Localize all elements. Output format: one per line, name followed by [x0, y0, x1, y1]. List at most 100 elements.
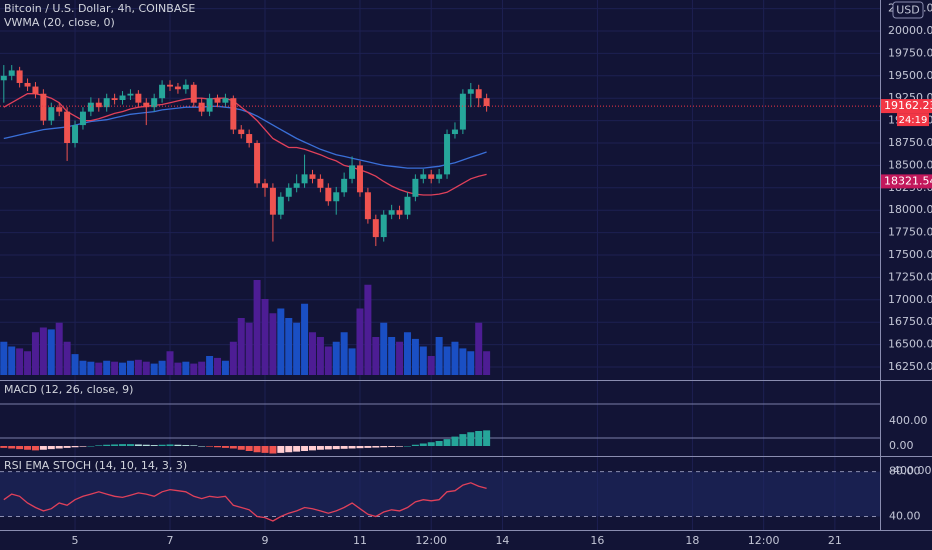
candle-body	[0, 75, 7, 81]
candle-body	[230, 98, 237, 130]
candle-body	[64, 111, 71, 144]
x-tick-label: 16	[590, 534, 604, 547]
x-tick-label: 5	[72, 534, 79, 547]
candle-body	[95, 102, 102, 108]
macd-histogram-bar	[443, 439, 451, 446]
macd-histogram-bar	[229, 446, 237, 449]
volume-bar	[427, 356, 435, 375]
volume-bar	[190, 363, 198, 375]
price-tag	[881, 174, 932, 189]
macd-title: MACD (12, 26, close, 9)	[4, 383, 133, 396]
candle-body	[356, 165, 363, 193]
volume-bar	[237, 318, 245, 375]
macd-histogram-bar	[261, 446, 269, 453]
volume-bar	[166, 351, 174, 375]
volume-bar	[47, 329, 55, 375]
volume-bar	[483, 351, 491, 375]
macd-histogram-bar	[87, 446, 95, 447]
macd-histogram-bar	[419, 443, 427, 446]
candle-body	[269, 187, 276, 215]
volume-bar	[214, 357, 222, 375]
y-tick-label: 19750.00	[888, 46, 932, 59]
macd-histogram-bar	[316, 446, 324, 450]
macd-histogram-bar	[63, 446, 71, 448]
y-tick-label: -400.00	[889, 464, 931, 477]
macd-histogram-bar	[174, 444, 182, 446]
candle-body	[444, 134, 451, 175]
macd-histogram-bar	[0, 446, 8, 448]
macd-histogram-bar	[324, 446, 332, 450]
candle-body	[349, 165, 356, 179]
candle-body	[238, 129, 245, 135]
volume-bar	[63, 341, 71, 375]
x-tick-label: 18	[685, 534, 699, 547]
candle-body	[428, 174, 435, 179]
x-tick-label: 21	[828, 534, 842, 547]
volume-bar	[293, 322, 301, 375]
macd-histogram-bar	[435, 441, 443, 446]
macd-histogram-bar	[285, 446, 293, 453]
candle-body	[135, 93, 142, 103]
macd-histogram-bar	[206, 446, 214, 447]
candle-body	[341, 178, 348, 193]
volume-bar	[261, 299, 269, 375]
volume-bar	[16, 348, 24, 375]
volume-bar	[419, 346, 427, 375]
macd-histogram-bar	[71, 446, 79, 448]
marks	[0, 65, 880, 522]
volume-bar	[308, 332, 316, 375]
rsi-line	[3, 482, 487, 522]
macd-histogram-bar	[483, 430, 491, 446]
candle-body	[87, 102, 94, 112]
price-tag	[881, 99, 932, 114]
x-tick-label: 9	[261, 534, 268, 547]
volume-bar	[174, 362, 182, 375]
volume-bar	[0, 341, 8, 375]
candle-body	[404, 196, 411, 215]
candle-body	[40, 93, 47, 121]
y-tick-label: 17250.00	[888, 270, 932, 283]
y-tick-label: 80.00	[889, 465, 921, 478]
volume-bar	[150, 363, 158, 375]
candle-body	[119, 95, 126, 100]
volume-bar	[198, 361, 206, 375]
candle-body	[372, 219, 379, 238]
macd-histogram-bar	[8, 446, 16, 449]
volume-bar	[348, 348, 356, 375]
volume-bar	[119, 362, 127, 375]
y-tick-label: 20000.00	[888, 24, 932, 37]
macd-histogram-bar	[158, 444, 166, 446]
x-tick-label: 14	[495, 534, 509, 547]
macd-histogram-bar	[403, 446, 411, 447]
candle-body	[380, 214, 387, 238]
macd-histogram-bar	[388, 446, 396, 447]
y-tick-label: 18750.00	[888, 136, 932, 149]
candle-body	[388, 210, 395, 215]
volume-bar	[285, 318, 293, 375]
volume-bar	[411, 338, 419, 375]
volume-bar	[95, 362, 103, 375]
macd-histogram-bar	[277, 446, 285, 453]
candle-body	[8, 70, 15, 76]
volume-bar	[277, 308, 285, 375]
candle-body	[48, 107, 55, 121]
candle-body	[436, 174, 443, 179]
macd-histogram-bar	[190, 445, 198, 446]
volume-bar	[324, 346, 332, 375]
macd-histogram-bar	[467, 432, 475, 446]
volume-bar	[451, 341, 459, 375]
volume-bar	[142, 361, 150, 375]
currency-label[interactable]: USD	[896, 4, 920, 17]
candle-body	[483, 98, 490, 107]
volume-bar	[269, 313, 277, 375]
volume-bar	[388, 337, 396, 375]
macd-histogram-bar	[356, 446, 364, 449]
candle-body	[24, 82, 31, 87]
currency-button[interactable]	[892, 1, 924, 19]
candle-body	[420, 174, 427, 179]
candle-body	[206, 98, 213, 112]
y-tick-label: 16500.00	[888, 338, 932, 351]
y-tick-label: 17000.00	[888, 293, 932, 306]
macd-histogram-bar	[103, 444, 111, 446]
